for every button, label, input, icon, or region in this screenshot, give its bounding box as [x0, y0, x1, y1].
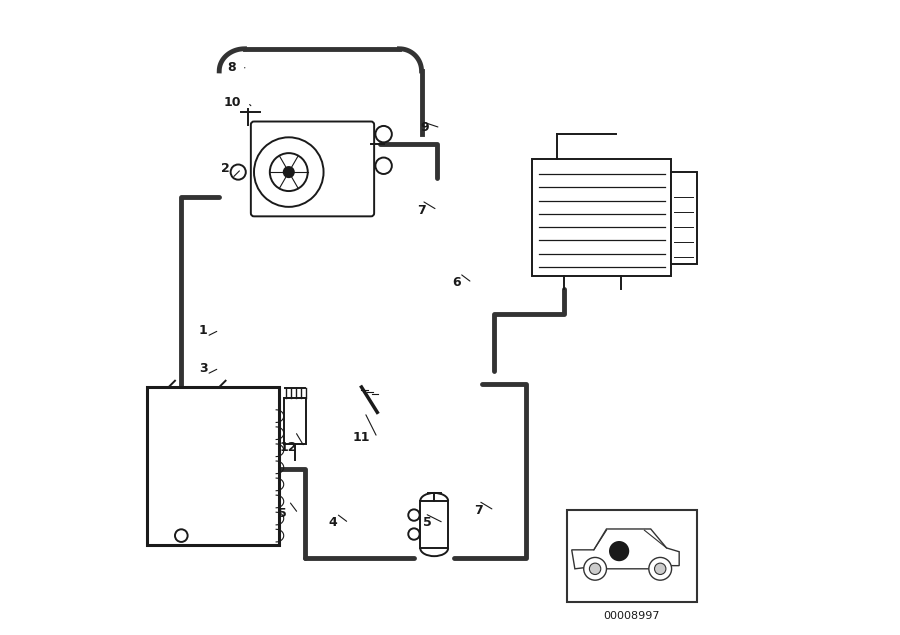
Circle shape — [175, 530, 187, 542]
Circle shape — [609, 541, 629, 561]
Text: 3: 3 — [199, 361, 208, 375]
Circle shape — [284, 167, 293, 177]
Text: 8: 8 — [228, 61, 236, 74]
Text: 1: 1 — [199, 324, 208, 337]
Text: 7: 7 — [418, 204, 426, 217]
Text: 6: 6 — [452, 276, 461, 289]
Circle shape — [649, 558, 671, 580]
Circle shape — [375, 157, 392, 174]
Bar — [567, 511, 697, 602]
Circle shape — [254, 137, 324, 207]
Text: 00008997: 00008997 — [604, 611, 660, 621]
Polygon shape — [572, 529, 680, 569]
Text: 9: 9 — [420, 121, 429, 135]
Text: 7: 7 — [474, 504, 482, 517]
Bar — [284, 398, 307, 444]
Circle shape — [584, 558, 607, 580]
Text: 2: 2 — [221, 163, 230, 175]
Text: 11: 11 — [353, 431, 370, 444]
Text: 5: 5 — [278, 507, 287, 520]
Circle shape — [590, 563, 601, 575]
Text: 4: 4 — [328, 516, 338, 530]
Circle shape — [409, 528, 419, 540]
Bar — [671, 172, 697, 264]
Text: 10: 10 — [223, 96, 240, 109]
Text: 12: 12 — [280, 441, 298, 453]
Circle shape — [270, 153, 308, 191]
Circle shape — [409, 509, 419, 521]
Text: 5: 5 — [424, 516, 432, 530]
Bar — [420, 501, 448, 548]
Bar — [532, 159, 671, 276]
Bar — [147, 387, 279, 545]
FancyBboxPatch shape — [251, 121, 374, 217]
Circle shape — [375, 126, 392, 142]
Circle shape — [654, 563, 666, 575]
Circle shape — [230, 164, 246, 180]
